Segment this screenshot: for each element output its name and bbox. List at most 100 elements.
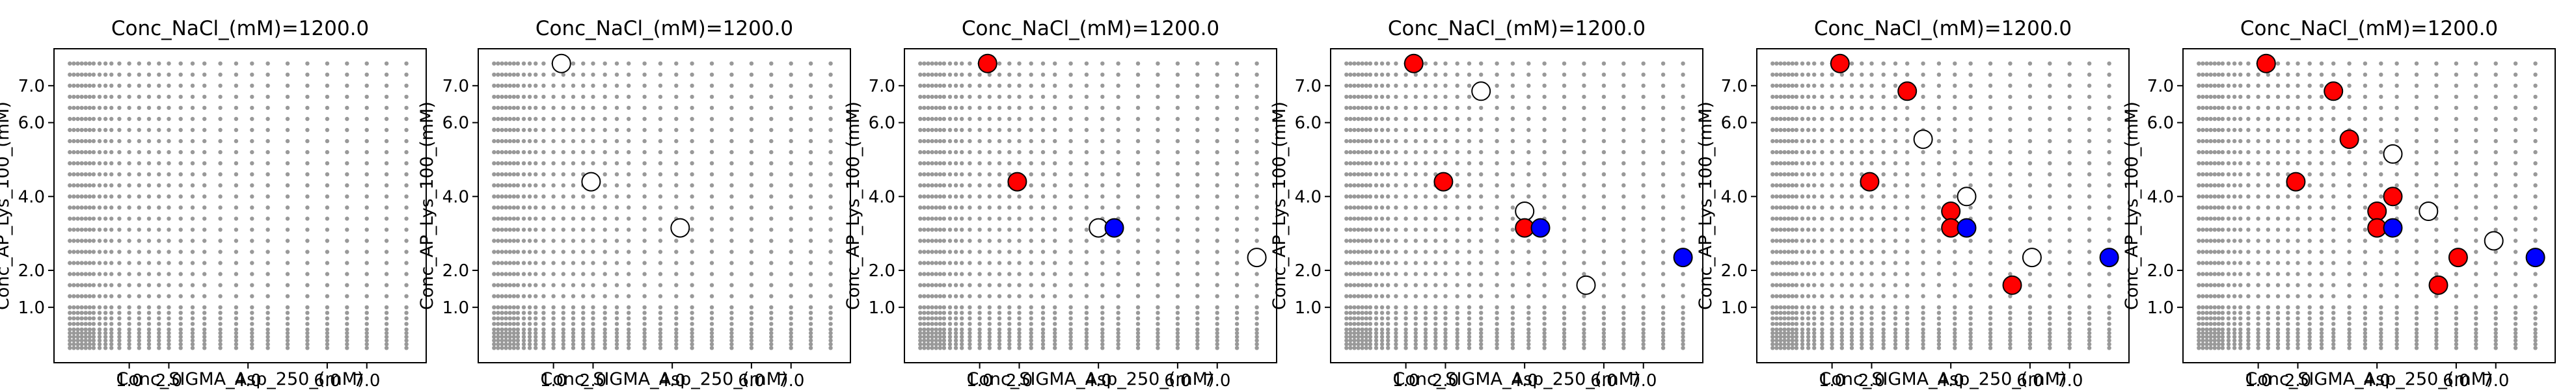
grid-point bbox=[960, 228, 964, 232]
grid-point bbox=[960, 205, 964, 210]
grid-point bbox=[2107, 346, 2111, 350]
grid-point bbox=[749, 150, 754, 155]
grid-point bbox=[571, 272, 576, 276]
grid-point bbox=[285, 138, 290, 144]
grid-point bbox=[1661, 138, 1666, 144]
grid-point bbox=[83, 335, 88, 339]
grid-point bbox=[265, 205, 270, 210]
grid-point bbox=[79, 216, 84, 221]
grid-point bbox=[404, 172, 409, 177]
chart-panel-1: 1.0 2.0 4.0 6.0 7.01.02.04.06.07.0Conc_NaCl_… bbox=[0, 17, 427, 390]
grid-point bbox=[658, 94, 663, 99]
grid-point bbox=[1988, 327, 1993, 332]
grid-point bbox=[1820, 105, 1824, 110]
grid-point bbox=[581, 250, 586, 254]
grid-point bbox=[1053, 116, 1057, 122]
grid-point bbox=[1830, 127, 1834, 133]
grid-point bbox=[325, 316, 330, 320]
grid-point bbox=[103, 116, 108, 122]
grid-point bbox=[1068, 61, 1073, 66]
grid-point bbox=[167, 116, 171, 122]
grid-point bbox=[1774, 338, 1779, 343]
grid-point bbox=[709, 205, 714, 210]
grid-point bbox=[202, 250, 207, 254]
grid-point bbox=[1790, 311, 1795, 315]
grid-point bbox=[1195, 127, 1200, 133]
grid-point bbox=[2067, 261, 2072, 265]
grid-point bbox=[1921, 250, 1925, 254]
grid-point bbox=[1029, 138, 1033, 144]
grid-point bbox=[534, 94, 538, 99]
grid-point bbox=[942, 83, 947, 88]
grid-point bbox=[521, 322, 526, 326]
grid-point bbox=[178, 261, 183, 265]
grid-point bbox=[603, 127, 607, 133]
grid-point bbox=[1040, 316, 1046, 320]
grid-point bbox=[1379, 205, 1385, 210]
grid-point bbox=[1379, 294, 1385, 298]
grid-point bbox=[918, 261, 923, 265]
grid-point bbox=[1786, 311, 1791, 315]
grid-point bbox=[1510, 72, 1515, 77]
grid-point bbox=[1770, 294, 1775, 298]
grid-point bbox=[83, 239, 88, 243]
grid-point bbox=[1782, 216, 1787, 221]
grid-point bbox=[83, 116, 88, 122]
grid-point bbox=[1040, 272, 1046, 276]
grid-point bbox=[1379, 94, 1385, 99]
grid-point bbox=[1921, 161, 1925, 166]
grid-point bbox=[1495, 331, 1499, 335]
grid-point bbox=[178, 331, 183, 335]
grid-point bbox=[250, 127, 254, 133]
grid-point bbox=[960, 172, 964, 177]
grid-point bbox=[1215, 342, 1219, 346]
grid-point bbox=[953, 261, 958, 265]
grid-point bbox=[1443, 150, 1448, 155]
grid-point bbox=[234, 342, 239, 346]
grid-point bbox=[1495, 127, 1499, 133]
grid-point bbox=[1195, 346, 1200, 350]
grid-point bbox=[1040, 327, 1046, 332]
grid-point bbox=[922, 261, 927, 265]
grid-point bbox=[918, 94, 923, 99]
grid-point bbox=[492, 261, 496, 265]
grid-point bbox=[1988, 228, 1993, 232]
grid-point bbox=[828, 294, 833, 298]
grid-point bbox=[1433, 72, 1438, 77]
grid-point bbox=[1215, 346, 1219, 350]
grid-point bbox=[1510, 250, 1515, 254]
grid-point bbox=[87, 335, 92, 339]
grid-point bbox=[1839, 261, 1844, 265]
grid-point bbox=[1386, 228, 1390, 232]
grid-point bbox=[190, 83, 195, 88]
grid-point bbox=[521, 116, 526, 122]
grid-point bbox=[1786, 116, 1791, 122]
grid-point bbox=[627, 94, 631, 99]
grid-point bbox=[285, 283, 290, 287]
grid-point bbox=[947, 105, 953, 110]
grid-point bbox=[157, 161, 161, 166]
grid-point bbox=[146, 216, 152, 221]
grid-point bbox=[1234, 327, 1240, 332]
grid-point bbox=[934, 311, 938, 315]
grid-point bbox=[1040, 338, 1046, 343]
grid-point bbox=[953, 161, 958, 166]
grid-point bbox=[87, 94, 92, 99]
grid-point bbox=[934, 72, 938, 77]
grid-point bbox=[234, 239, 239, 243]
grid-point bbox=[1812, 338, 1817, 343]
grid-point bbox=[953, 327, 958, 332]
grid-point bbox=[117, 127, 122, 133]
grid-point bbox=[157, 335, 161, 339]
grid-point bbox=[1116, 239, 1120, 243]
grid-point bbox=[1068, 228, 1073, 232]
grid-point bbox=[1344, 322, 1349, 326]
grid-point bbox=[97, 194, 102, 199]
grid-point bbox=[918, 294, 923, 298]
grid-point bbox=[1621, 194, 1626, 199]
grid-point bbox=[581, 127, 586, 133]
grid-point bbox=[1812, 331, 1817, 335]
grid-point bbox=[581, 327, 586, 332]
grid-point bbox=[1374, 239, 1379, 243]
grid-point bbox=[960, 83, 964, 88]
